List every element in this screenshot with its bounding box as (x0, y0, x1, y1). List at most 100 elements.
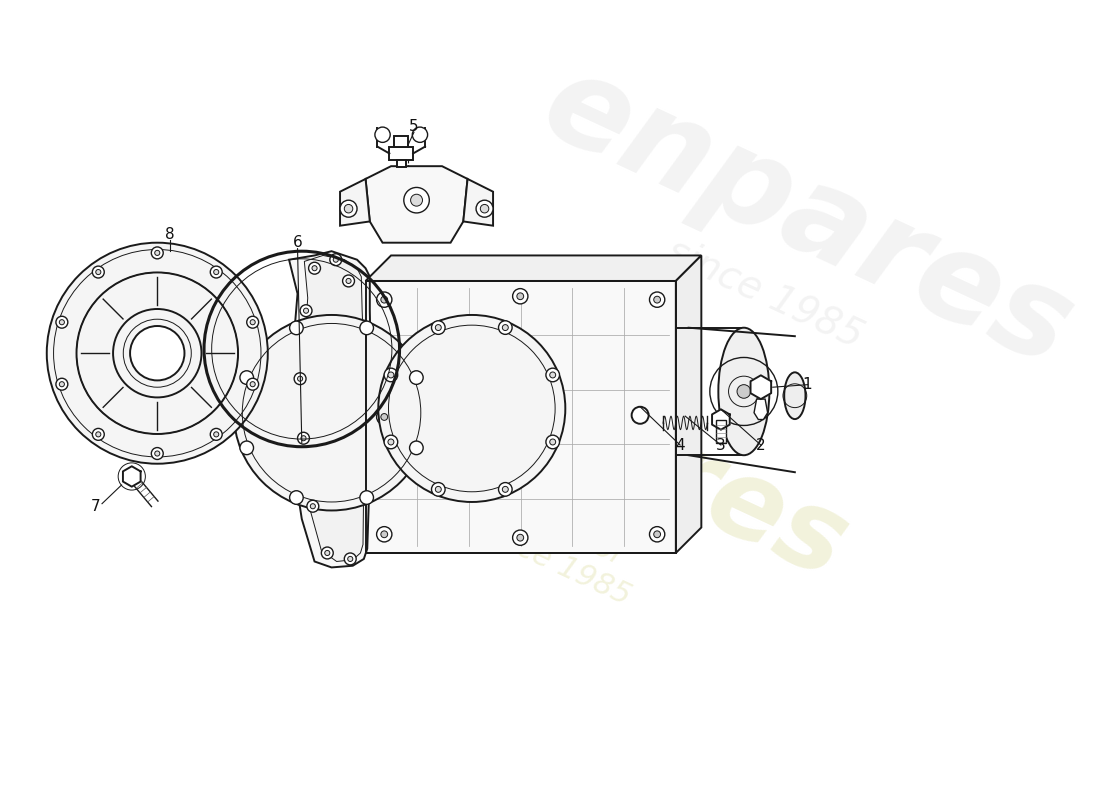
Circle shape (309, 262, 320, 274)
Polygon shape (340, 179, 370, 226)
Circle shape (304, 308, 309, 314)
Circle shape (384, 435, 398, 449)
Polygon shape (365, 166, 468, 242)
Text: 1: 1 (803, 377, 813, 392)
Circle shape (631, 406, 649, 424)
Circle shape (737, 385, 750, 398)
Circle shape (346, 278, 351, 283)
Circle shape (294, 373, 306, 385)
Circle shape (436, 486, 441, 492)
Circle shape (321, 547, 333, 559)
Circle shape (653, 296, 660, 303)
Circle shape (409, 370, 424, 384)
Circle shape (649, 526, 664, 542)
Circle shape (513, 530, 528, 546)
Circle shape (344, 205, 353, 213)
Circle shape (289, 490, 304, 504)
Circle shape (517, 293, 524, 300)
Circle shape (410, 194, 422, 206)
Circle shape (404, 187, 429, 213)
Circle shape (388, 439, 394, 445)
Polygon shape (675, 255, 702, 553)
Circle shape (348, 556, 353, 562)
Ellipse shape (718, 328, 769, 455)
Polygon shape (300, 255, 365, 562)
Circle shape (155, 451, 160, 456)
Circle shape (503, 486, 508, 492)
Circle shape (59, 382, 65, 386)
Circle shape (513, 289, 528, 304)
Circle shape (59, 320, 65, 325)
Circle shape (649, 292, 664, 307)
Circle shape (378, 315, 565, 502)
Polygon shape (123, 466, 132, 477)
Circle shape (92, 429, 104, 440)
Polygon shape (289, 251, 372, 567)
Text: 8: 8 (165, 226, 175, 242)
Text: 4: 4 (675, 438, 685, 453)
Polygon shape (365, 255, 702, 281)
Circle shape (344, 553, 356, 565)
Circle shape (340, 200, 358, 217)
Polygon shape (132, 466, 141, 477)
Circle shape (92, 266, 104, 278)
Polygon shape (463, 179, 493, 226)
Circle shape (498, 482, 513, 496)
Ellipse shape (784, 372, 805, 419)
Circle shape (550, 439, 556, 445)
Polygon shape (123, 466, 141, 486)
Circle shape (517, 534, 524, 541)
Circle shape (653, 531, 660, 538)
Circle shape (431, 321, 446, 334)
Circle shape (342, 275, 354, 287)
Circle shape (360, 490, 374, 504)
Polygon shape (123, 477, 132, 486)
Circle shape (96, 432, 101, 437)
Circle shape (409, 441, 424, 454)
Circle shape (240, 370, 253, 384)
Circle shape (240, 441, 253, 454)
Circle shape (130, 326, 185, 381)
Circle shape (312, 266, 317, 270)
Circle shape (481, 205, 488, 213)
Circle shape (210, 429, 222, 440)
Text: enpares: enpares (525, 42, 1091, 392)
Circle shape (381, 296, 387, 303)
Circle shape (381, 414, 387, 420)
Circle shape (375, 127, 390, 142)
Circle shape (297, 376, 302, 382)
Text: 5: 5 (409, 118, 419, 134)
Polygon shape (123, 471, 132, 482)
Text: a passion for
cars since 1985: a passion for cars since 1985 (405, 453, 649, 611)
Circle shape (152, 447, 163, 459)
Circle shape (210, 266, 222, 278)
Text: 2: 2 (756, 438, 766, 453)
Circle shape (246, 316, 258, 328)
Text: enpares: enpares (361, 291, 864, 602)
Bar (397, 160, 406, 167)
Polygon shape (754, 399, 768, 419)
Circle shape (360, 321, 374, 334)
Circle shape (476, 200, 493, 217)
Polygon shape (712, 410, 729, 430)
Circle shape (250, 320, 255, 325)
Circle shape (56, 316, 68, 328)
Circle shape (297, 432, 309, 444)
Circle shape (333, 257, 339, 262)
Polygon shape (750, 375, 771, 399)
Circle shape (384, 368, 398, 382)
Circle shape (234, 315, 429, 510)
Circle shape (56, 378, 68, 390)
Circle shape (289, 321, 304, 334)
Text: since 1985: since 1985 (661, 232, 869, 356)
Circle shape (388, 372, 394, 378)
Circle shape (550, 372, 556, 378)
Circle shape (155, 250, 160, 255)
Text: 3: 3 (716, 438, 726, 453)
Circle shape (250, 382, 255, 386)
Circle shape (213, 270, 219, 274)
Bar (395, 137, 408, 146)
Circle shape (546, 368, 560, 382)
Circle shape (376, 526, 392, 542)
Bar (389, 146, 414, 160)
